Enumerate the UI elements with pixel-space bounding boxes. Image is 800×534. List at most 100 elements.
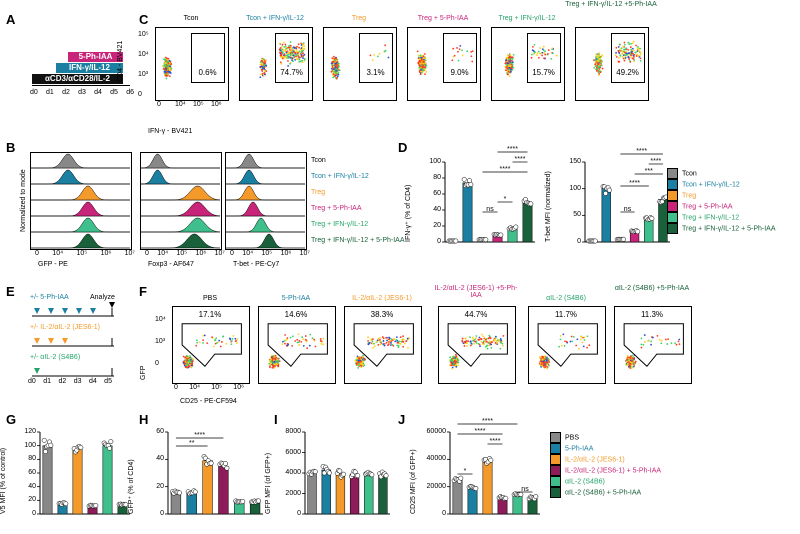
c-dot	[294, 58, 297, 61]
c-xtick: 10⁶	[211, 101, 222, 108]
c-dot	[424, 66, 427, 69]
c-dot	[293, 51, 296, 54]
c-dot	[287, 57, 290, 59]
c-dot	[506, 72, 508, 75]
b-row-label-1: Tcon + IFN-γ/IL-12	[311, 173, 369, 180]
c-dot	[300, 50, 303, 53]
c-xtick: 10⁵	[193, 101, 204, 108]
f-dot	[385, 336, 387, 339]
f-pct-2: 38.3%	[370, 310, 394, 319]
f-dot	[627, 361, 630, 364]
c-dot	[281, 43, 284, 46]
e-arrow	[48, 308, 54, 314]
c-dot	[287, 65, 290, 67]
f-dot	[399, 336, 402, 339]
c-dot	[335, 62, 338, 64]
f-dot	[490, 346, 493, 349]
b-hist	[225, 217, 305, 233]
f-dot	[396, 339, 399, 342]
c-dot	[637, 45, 639, 48]
c-dot	[292, 57, 295, 59]
f-dot	[236, 338, 239, 341]
c-dot	[295, 55, 297, 58]
c-dot	[506, 54, 509, 56]
c-dot	[630, 42, 632, 45]
c-dot	[298, 58, 301, 61]
g-v5-ytick: 0	[32, 510, 36, 517]
d-ifn-point	[528, 201, 534, 207]
j-cd25-ytick: 0	[442, 510, 446, 517]
sig-text: ****	[507, 146, 518, 153]
c-dot	[419, 61, 422, 63]
h-gfp-bar-2	[202, 460, 213, 515]
c-dot	[596, 66, 598, 69]
f-dot	[372, 347, 375, 349]
f-dot	[190, 361, 192, 364]
b-hist	[140, 185, 221, 201]
f-dot	[396, 344, 399, 347]
c-dot	[280, 62, 283, 65]
c-dot	[597, 67, 600, 69]
c-dot	[599, 62, 602, 65]
e-arrow	[62, 338, 68, 344]
c-dot	[373, 54, 376, 56]
c-dot	[416, 50, 419, 53]
c-dot	[508, 67, 511, 69]
panel-label-g: G	[6, 412, 17, 427]
c-dot	[547, 49, 550, 52]
c-dot	[166, 57, 168, 60]
f-dot	[383, 342, 386, 345]
c-dot	[593, 59, 595, 62]
h-gfp-bar-3	[218, 465, 229, 515]
b-xlabel-1: Foxp3 - AF647	[148, 261, 194, 268]
c-dot	[282, 48, 285, 51]
j-cd25-bar-4	[512, 494, 523, 515]
e-arrow	[90, 308, 96, 314]
f-dot	[579, 338, 582, 341]
c-dot	[629, 46, 632, 48]
c-dot	[287, 60, 289, 62]
f-dot	[500, 339, 503, 342]
c-xtick: 10⁴	[175, 101, 186, 108]
f-dot	[212, 345, 215, 348]
f-dot	[206, 342, 209, 345]
c-dot	[420, 56, 423, 59]
f-dot	[493, 338, 496, 341]
f-dot	[286, 337, 289, 339]
c-dot	[417, 57, 420, 60]
f-title-3: IL-2/αIL-2 (JES6-1) +5-Ph-IAA	[434, 285, 518, 299]
f-dot	[296, 341, 299, 344]
f-dot	[454, 364, 457, 367]
c-dot	[302, 52, 305, 55]
c-dot	[506, 64, 509, 67]
c-dot	[167, 64, 170, 66]
f-dot	[640, 343, 643, 346]
f-dot	[586, 346, 588, 349]
c-dot	[418, 58, 421, 61]
c-dot	[287, 52, 290, 55]
f-dot	[377, 344, 380, 346]
c-dot	[335, 59, 338, 62]
f-dot	[450, 359, 453, 362]
f-dot	[625, 360, 628, 363]
d-tbet-ytick: 100	[569, 184, 581, 192]
f-dot	[486, 347, 489, 350]
c-dot	[263, 67, 265, 70]
f-dot	[548, 361, 551, 363]
c-dot	[509, 53, 511, 56]
f-dot	[490, 343, 493, 346]
d-ifn-ytick: 80	[433, 174, 441, 181]
j-cd25-point	[503, 495, 509, 501]
c-plot-4	[491, 27, 565, 101]
sig-text: ****	[482, 418, 493, 425]
f-dot	[678, 338, 681, 341]
f-dot	[473, 342, 476, 345]
j-cd25-ytick: 60000	[426, 428, 446, 435]
c-gate-3	[443, 33, 477, 83]
c-dot	[295, 58, 298, 61]
c-dot	[508, 75, 511, 77]
c-dot	[425, 71, 428, 73]
c-dot	[384, 44, 387, 47]
c-dot	[629, 61, 632, 63]
c-dot	[330, 62, 333, 65]
